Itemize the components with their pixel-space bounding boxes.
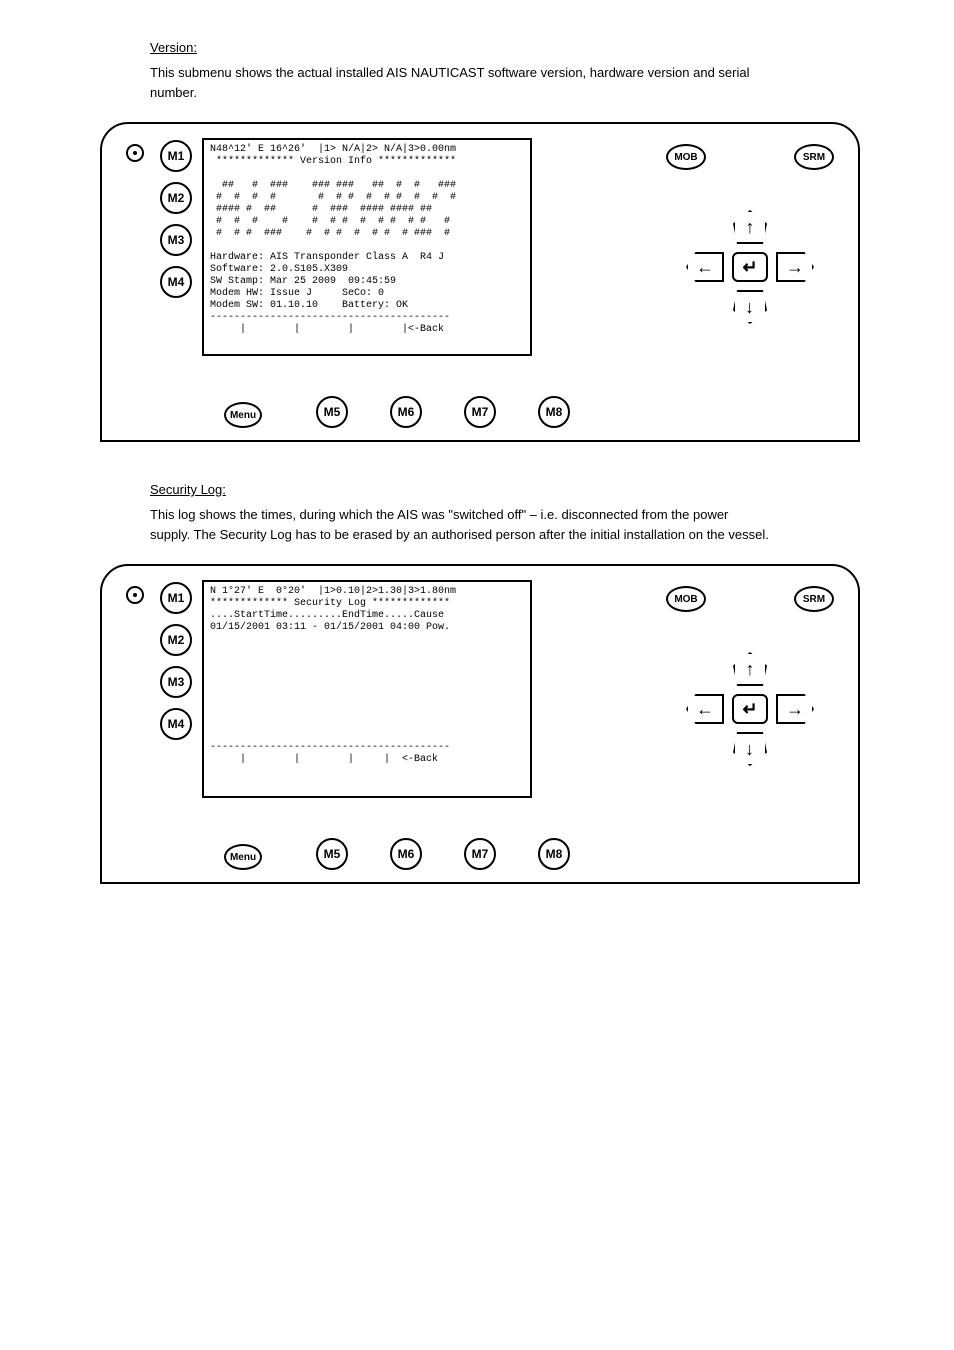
button-m1[interactable]: M1 [160, 582, 192, 614]
arrow-keypad: ↑ ← ↵ → ↓ [686, 210, 814, 324]
arrow-left-button[interactable]: ← [686, 252, 724, 282]
arrow-up-button[interactable]: ↑ [733, 210, 767, 244]
enter-icon: ↵ [742, 700, 757, 718]
lcd-screen-security: N 1°27' E 0°20' |1>0.10|2>1.30|3>1.80nm … [202, 580, 532, 798]
arrow-left-icon: ← [696, 258, 714, 276]
button-m3[interactable]: M3 [160, 224, 192, 256]
section-body-security: This log shows the times, during which t… [150, 505, 770, 544]
arrow-left-button[interactable]: ← [686, 694, 724, 724]
section-heading-security: Security Log: [150, 482, 894, 497]
button-m3[interactable]: M3 [160, 666, 192, 698]
lcd-screen-version: N48^12' E 16^26' |1> N/A|2> N/A|3>0.00nm… [202, 138, 532, 356]
button-m4[interactable]: M4 [160, 708, 192, 740]
enter-icon: ↵ [742, 258, 757, 276]
button-m2[interactable]: M2 [160, 624, 192, 656]
button-mob[interactable]: MOB [666, 586, 706, 612]
arrow-right-icon: → [786, 700, 804, 718]
device-panel-version: M1 M2 M3 M4 N48^12' E 16^26' |1> N/A|2> … [100, 122, 860, 442]
button-srm[interactable]: SRM [794, 144, 834, 170]
button-m6[interactable]: M6 [390, 838, 422, 870]
button-menu[interactable]: Menu [224, 402, 262, 428]
button-m7[interactable]: M7 [464, 838, 496, 870]
button-m7[interactable]: M7 [464, 396, 496, 428]
device-panel-security: M1 M2 M3 M4 N 1°27' E 0°20' |1>0.10|2>1.… [100, 564, 860, 884]
section-body-version: This submenu shows the actual installed … [150, 63, 770, 102]
power-led-icon [126, 586, 144, 604]
button-m1[interactable]: M1 [160, 140, 192, 172]
arrow-keypad: ↑ ← ↵ → ↓ [686, 652, 814, 766]
arrow-right-button[interactable]: → [776, 252, 814, 282]
section-heading-version: Version: [150, 40, 894, 55]
button-m6[interactable]: M6 [390, 396, 422, 428]
arrow-up-icon: ↑ [746, 660, 755, 678]
button-menu[interactable]: Menu [224, 844, 262, 870]
button-m8[interactable]: M8 [538, 396, 570, 428]
arrow-left-icon: ← [696, 700, 714, 718]
button-m5[interactable]: M5 [316, 838, 348, 870]
enter-button[interactable]: ↵ [732, 694, 768, 724]
power-led-icon [126, 144, 144, 162]
arrow-right-icon: → [786, 258, 804, 276]
arrow-down-button[interactable]: ↓ [733, 290, 767, 324]
arrow-up-button[interactable]: ↑ [733, 652, 767, 686]
arrow-down-icon: ↓ [746, 298, 755, 316]
button-m2[interactable]: M2 [160, 182, 192, 214]
button-srm[interactable]: SRM [794, 586, 834, 612]
button-m5[interactable]: M5 [316, 396, 348, 428]
button-m8[interactable]: M8 [538, 838, 570, 870]
enter-button[interactable]: ↵ [732, 252, 768, 282]
arrow-down-icon: ↓ [746, 740, 755, 758]
button-m4[interactable]: M4 [160, 266, 192, 298]
arrow-right-button[interactable]: → [776, 694, 814, 724]
arrow-up-icon: ↑ [746, 218, 755, 236]
button-mob[interactable]: MOB [666, 144, 706, 170]
arrow-down-button[interactable]: ↓ [733, 732, 767, 766]
